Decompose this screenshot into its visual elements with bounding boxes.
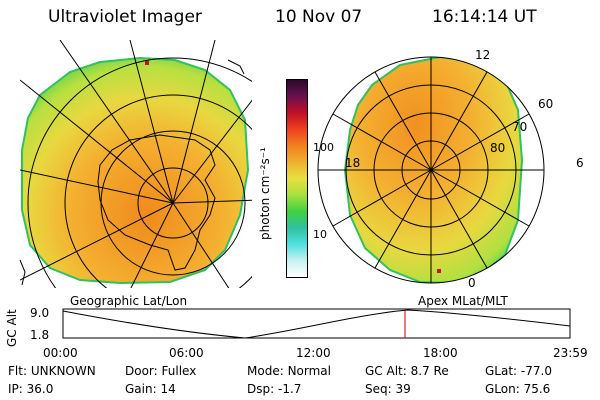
colorbar-tick-100: 100 [313,141,334,154]
xtick-3: 18:00 [423,346,458,360]
instrument-title: Ultraviolet Imager [48,7,202,27]
xtick-1: 06:00 [169,346,204,360]
right-panel-caption: Apex MLat/MLT [418,294,508,308]
altitude-ytick-high: 9.0 [30,306,50,320]
altitude-ytick-low: 1.8 [30,328,50,342]
xtick-4: 23:59 [553,346,588,360]
mlt-label-bottom: 0 [468,276,476,290]
date-label: 10 Nov 07 [275,7,363,27]
colorbar [286,79,308,278]
info-seq: Seq: 39 [365,382,411,396]
auroral-image-left [21,56,250,285]
info-glat: GLat: -77.0 [485,364,552,378]
colorbar-tick-10: 10 [313,228,327,241]
mlat-label-70: 70 [512,120,528,134]
mlt-label-top: 12 [475,48,491,62]
info-glon: GLon: 75.6 [485,382,551,396]
mlat-label-60: 60 [538,97,554,111]
mlt-label-right: 6 [576,156,584,170]
mlt-label-left: 18 [345,156,361,170]
info-mode: Mode: Normal [247,364,331,378]
info-flt: Flt: UNKNOWN [8,364,96,378]
info-gain: Gain: 14 [125,382,176,396]
info-ip: IP: 36.0 [8,382,54,396]
info-dsp: Dsp: -1.7 [247,382,302,396]
time-label: 16:14:14 UT [432,7,537,27]
info-gc-alt: GC Alt: 8.7 Re [365,364,449,378]
continent-outline [97,134,216,271]
xtick-2: 12:00 [296,346,331,360]
xtick-0: 00:00 [43,346,78,360]
left-panel-caption: Geographic Lat/Lon [70,294,188,308]
mlat-mlt-grid [317,56,545,284]
info-door: Door: Fullex [125,364,197,378]
mlat-label-80: 80 [490,141,506,155]
